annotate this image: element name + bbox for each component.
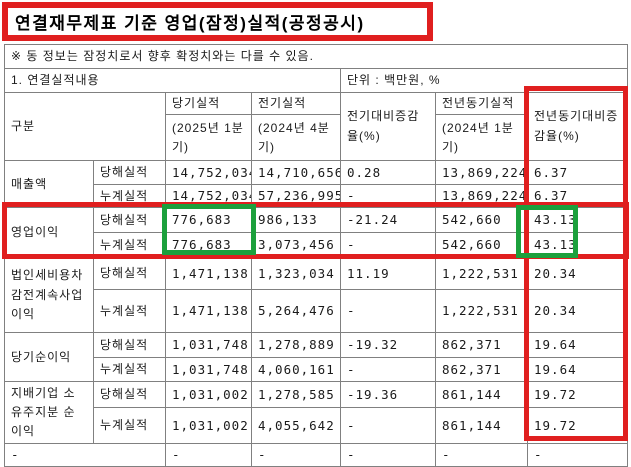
cell-value: 4,055,642 <box>251 407 341 445</box>
header-prev-period-sub: (2024년 4분기) <box>251 114 341 162</box>
financial-results-table: ※ 동 정보는 잠정치로서 향후 확정치와는 다를 수 있음. 1. 연결실적내… <box>3 44 629 467</box>
table-row: 영업이익 당해실적 776,683 986,133 -21.24 542,660… <box>4 207 629 259</box>
cell-value: - <box>340 289 436 334</box>
row-type-label: 당해실적 <box>93 207 166 234</box>
row-type-label: 당해실적 <box>93 160 166 186</box>
header-qoq-change: 전기대비증감율(%) <box>340 91 436 162</box>
cell-value: 986,133 <box>251 207 341 234</box>
cell-value: - <box>526 443 629 467</box>
cell-value: 19.72 <box>526 407 629 445</box>
cell-value: - <box>340 232 436 259</box>
row-type-label: 누계실적 <box>93 232 166 259</box>
table-row: 당기순이익 당해실적 1,031,748 1,278,889 -19.32 86… <box>4 332 629 383</box>
header-current-period-sub: (2025년 1분기) <box>165 114 252 162</box>
header-yoy-period: 전년동기실적 <box>435 91 528 116</box>
cell-value: 19.64 <box>526 357 629 383</box>
cell-value: 1,222,531 <box>435 257 528 291</box>
table-row: 누계실적 1,031,748 4,060,161 - 862,371 19.64 <box>5 357 629 383</box>
header-current-period: 당기실적 <box>165 91 252 116</box>
row-type-label: 누계실적 <box>93 289 166 334</box>
cell-value: 19.64 <box>526 332 629 359</box>
cell-value: -19.36 <box>340 381 436 409</box>
cell-value: 14,752,034 <box>165 160 252 186</box>
cell-value: 1,471,138 <box>165 257 252 291</box>
table-row: 누계실적 14,752,034 57,236,995 - 13,869,224 … <box>5 184 629 209</box>
cell-value: 57,236,995 <box>251 184 341 209</box>
cell-value: - <box>165 443 252 467</box>
cell-value: -19.32 <box>340 332 436 359</box>
cell-value: 1,031,748 <box>165 357 252 383</box>
cell-value: 6.37 <box>526 160 629 186</box>
provisional-note: ※ 동 정보는 잠정치로서 향후 확정치와는 다를 수 있음. <box>3 44 629 69</box>
row-type-label: 누계실적 <box>93 184 166 209</box>
cell-value: - <box>340 357 436 383</box>
cell-value: 1,031,002 <box>165 407 252 445</box>
cell-value: 776,683 <box>165 232 252 259</box>
title-annotation-box: 연결재무제표 기준 영업(잠정)실적(공정공시) <box>2 2 433 41</box>
table-row: 매출액 당해실적 14,752,034 14,710,656 0.28 13,8… <box>4 160 629 209</box>
cell-value: 4,060,161 <box>251 357 341 383</box>
cell-value: 5,264,476 <box>251 289 341 334</box>
row-item-label: 영업이익 <box>4 207 94 259</box>
table-row: 누계실적 1,031,002 4,055,642 - 861,144 19.72 <box>5 407 629 445</box>
cell-value: 861,144 <box>435 407 528 445</box>
cell-value: 3,073,456 <box>251 232 341 259</box>
cell-value: 1,323,034 <box>251 257 341 291</box>
cell-value: - <box>340 407 436 445</box>
cell-value: - <box>435 443 528 467</box>
cell-value: 14,752,034 <box>165 184 252 209</box>
cell-value: 43.13 <box>526 207 629 234</box>
row-item-label: 매출액 <box>4 160 94 209</box>
cell-value: - <box>340 443 436 467</box>
row-item-label: 법인세비용차감전계속사업이익 <box>4 257 94 334</box>
cell-value: 1,031,748 <box>165 332 252 359</box>
cell-value: 1,278,585 <box>251 381 341 409</box>
cell-value: 542,660 <box>435 207 528 234</box>
unit-label: 단위 : 백만원, % <box>339 68 629 93</box>
cell-value: 776,683 <box>165 207 252 234</box>
page-title: 연결재무제표 기준 영업(잠정)실적(공정공시) <box>15 14 365 33</box>
row-type-label: 누계실적 <box>93 357 166 383</box>
cell-value: 542,660 <box>435 232 528 259</box>
row-item-label: 지배기업 소유주지분 순이익 <box>4 381 94 445</box>
cell-value: 14,710,656 <box>251 160 341 186</box>
cell-value: 1,222,531 <box>435 289 528 334</box>
table-row: 지배기업 소유주지분 순이익 당해실적 1,031,002 1,278,585 … <box>4 381 629 445</box>
row-type-label: 당해실적 <box>93 332 166 359</box>
header-yoy-change: 전년동기대비증감율(%) <box>526 91 629 162</box>
cell-value: -21.24 <box>340 207 436 234</box>
header-yoy-period-sub: (2024년 1분기) <box>435 114 528 162</box>
cell-value: 861,144 <box>435 381 528 409</box>
table-row: 누계실적 776,683 3,073,456 - 542,660 43.13 <box>5 232 629 259</box>
cell-value: 862,371 <box>435 357 528 383</box>
cell-value: 20.34 <box>526 257 629 291</box>
cell-value: 43.13 <box>526 232 629 259</box>
cell-value: - <box>251 443 341 467</box>
cell-value: 19.72 <box>526 381 629 409</box>
cell-value: 0.28 <box>340 160 436 186</box>
table-row: - - - - - - <box>4 443 629 467</box>
table-row: 법인세비용차감전계속사업이익 당해실적 1,471,138 1,323,034 … <box>4 257 629 334</box>
cell-value: - <box>4 443 166 467</box>
table-row: 누계실적 1,471,138 5,264,476 - 1,222,531 20.… <box>5 289 629 334</box>
cell-value: 862,371 <box>435 332 528 359</box>
header-prev-period: 전기실적 <box>251 91 341 116</box>
header-gubun: 구분 <box>4 91 166 162</box>
cell-value: - <box>340 184 436 209</box>
cell-value: 20.34 <box>526 289 629 334</box>
row-type-label: 누계실적 <box>93 407 166 445</box>
cell-value: 13,869,224 <box>435 160 528 186</box>
cell-value: 11.19 <box>340 257 436 291</box>
cell-value: 1,278,889 <box>251 332 341 359</box>
cell-value: 6.37 <box>526 184 629 209</box>
section-label: 1. 연결실적내용 <box>4 68 341 93</box>
cell-value: 13,869,224 <box>435 184 528 209</box>
row-type-label: 당해실적 <box>93 381 166 409</box>
row-item-label: 당기순이익 <box>4 332 94 383</box>
cell-value: 1,471,138 <box>165 289 252 334</box>
cell-value: 1,031,002 <box>165 381 252 409</box>
row-type-label: 당해실적 <box>93 257 166 291</box>
